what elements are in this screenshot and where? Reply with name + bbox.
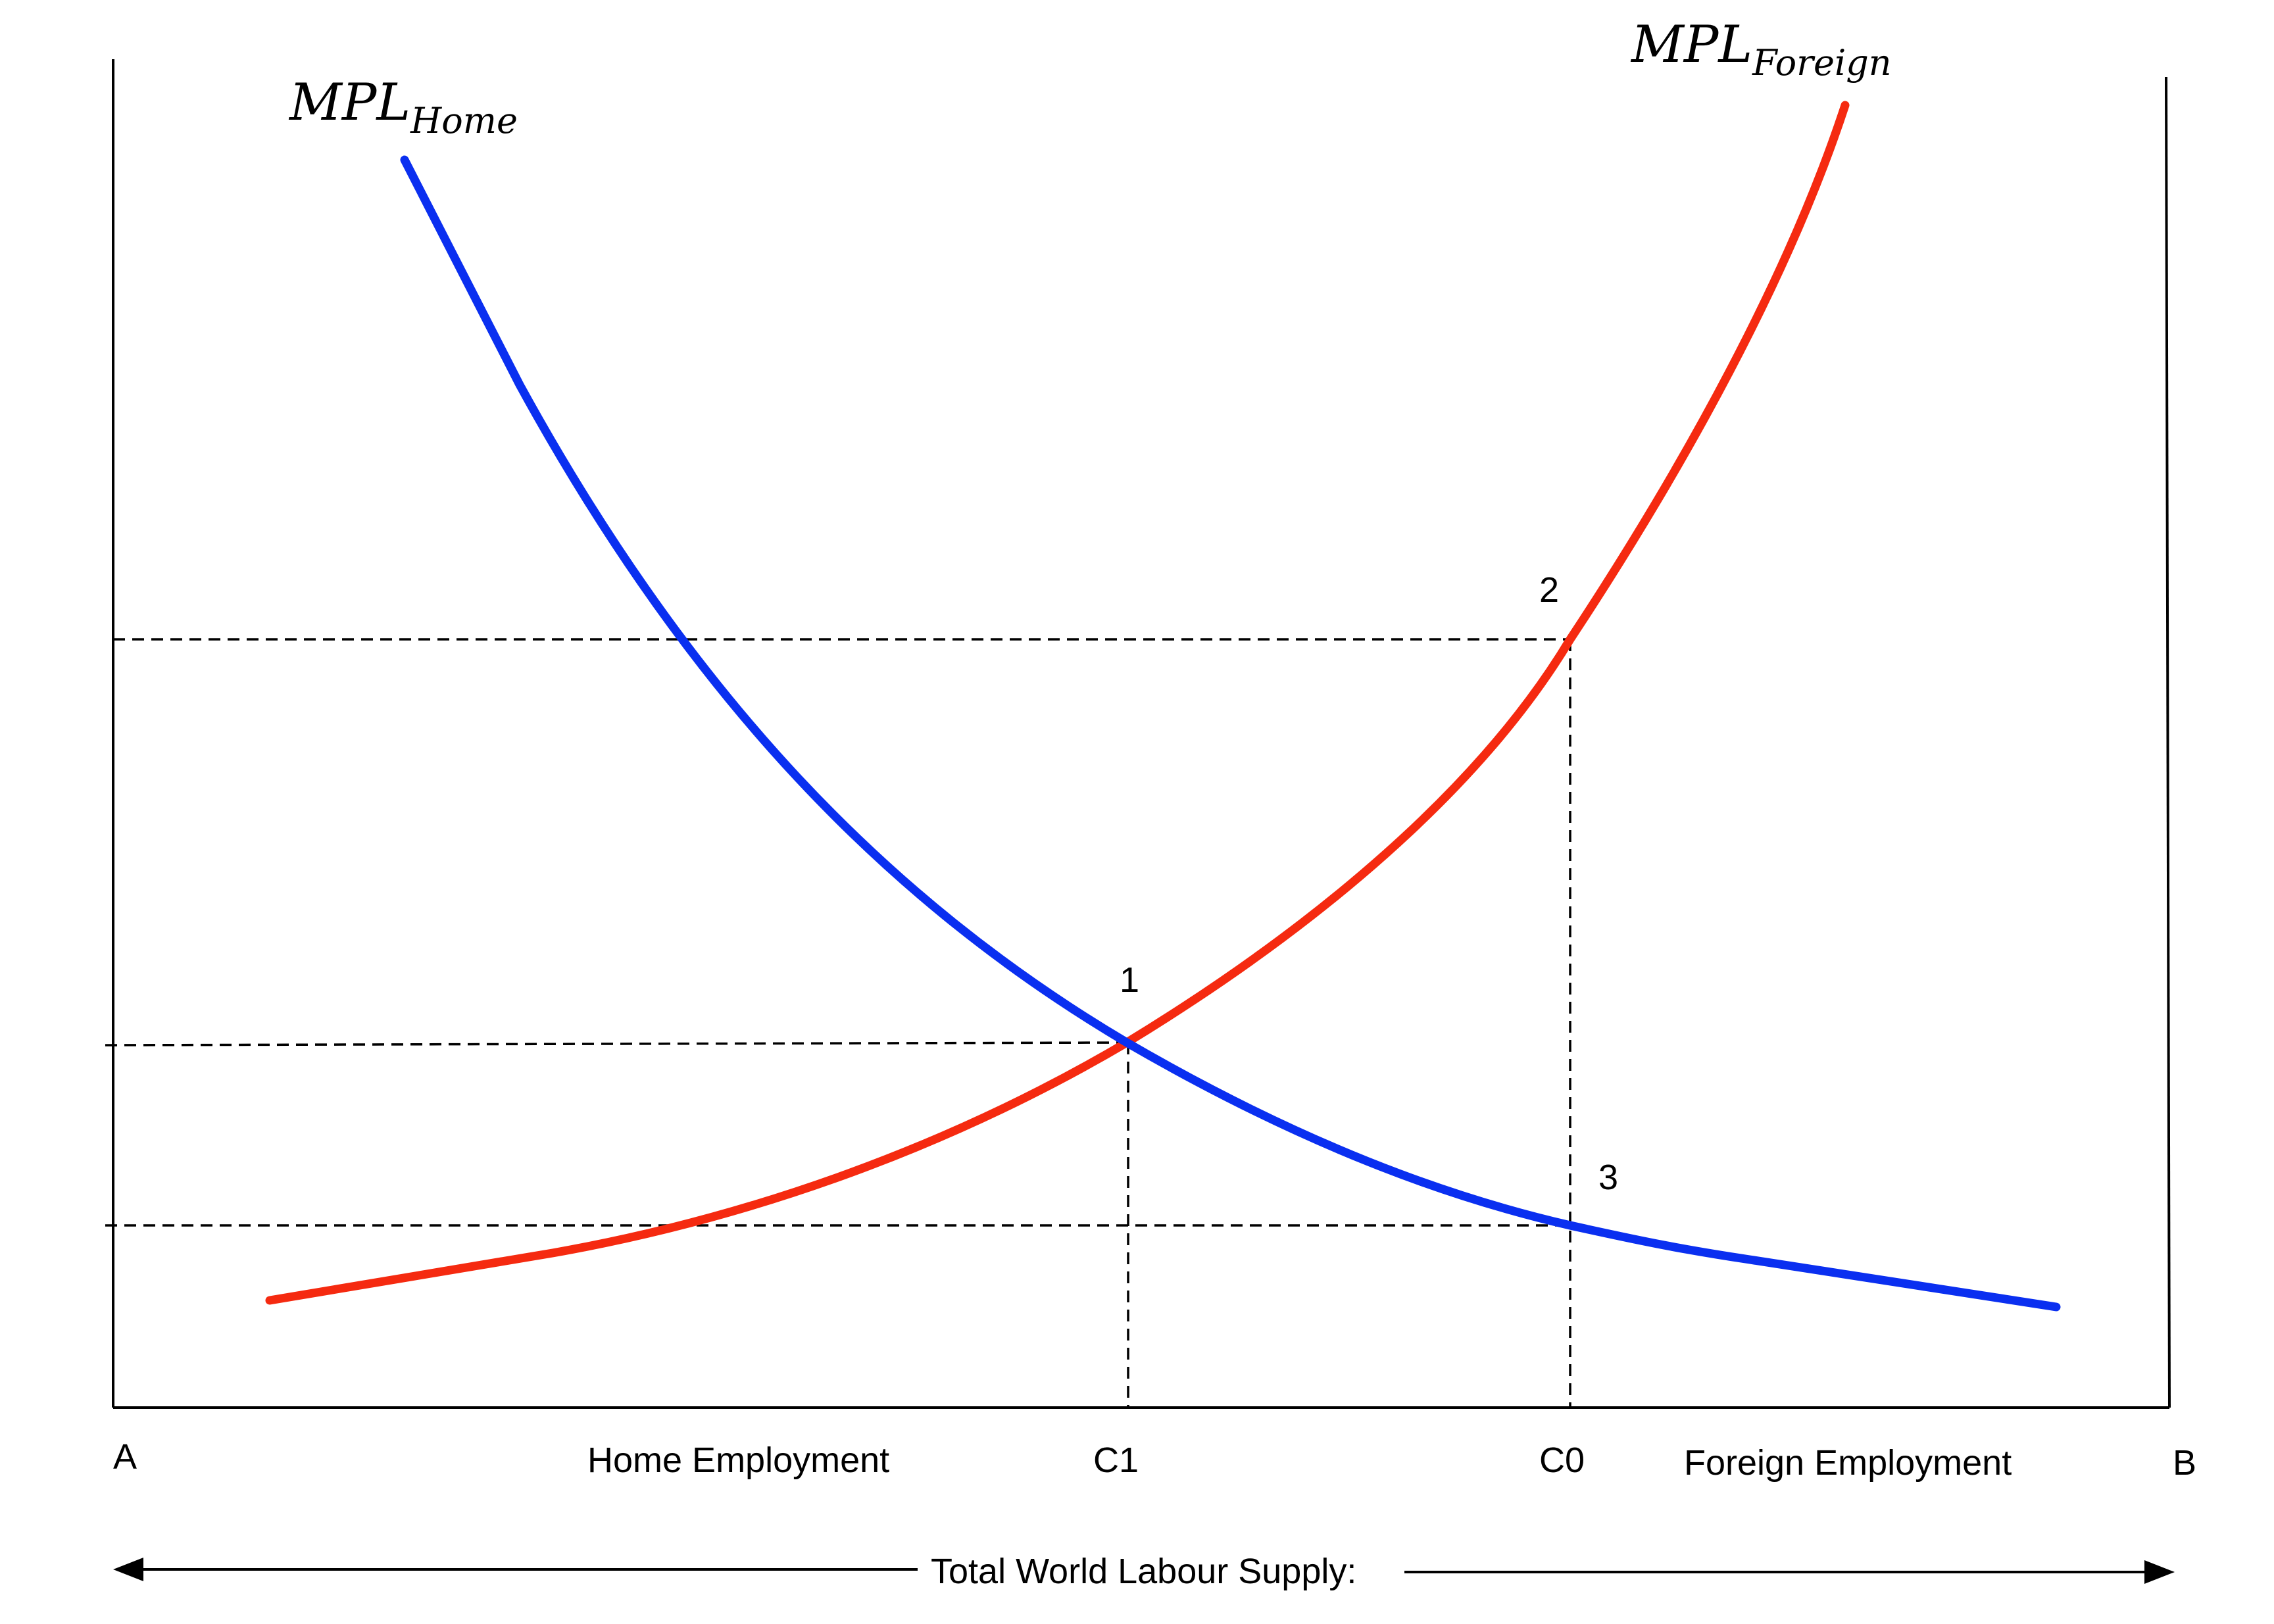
mpl-foreign-curve: [265, 101, 1850, 1305]
foreign-employment-label: Foreign Employment: [1684, 1443, 2012, 1483]
point-label-1: 1: [1120, 960, 1139, 1000]
total-supply-arrowhead-right: [2144, 1560, 2175, 1584]
c1-label: C1: [1093, 1440, 1139, 1480]
home-employment-label: Home Employment: [587, 1440, 889, 1480]
total-supply-arrowhead-left: [113, 1558, 143, 1581]
c0-label: C0: [1539, 1440, 1585, 1480]
mpl-foreign-label: MPLForeign: [1630, 15, 1892, 84]
total-world-labour-supply-label: Total World Labour Supply:: [931, 1552, 1356, 1591]
point-label-3: 3: [1598, 1158, 1618, 1197]
mpl-foreign-label-subscript: Foreign: [1752, 42, 1891, 84]
mpl-home-label-subscript: Home: [410, 100, 518, 141]
point-label-2: 2: [1539, 570, 1559, 610]
origin-a-label: A: [113, 1437, 137, 1477]
mpl-foreign-label-main: MPL: [1630, 15, 1752, 74]
right-axis: [2165, 76, 2171, 1408]
mpl-home-label-main: MPL: [288, 73, 410, 132]
guide-line-level-1: [105, 1041, 1127, 1046]
mpl-home-label: MPLHome: [288, 73, 518, 141]
origin-b-label: B: [2173, 1443, 2196, 1483]
mpl-home-curve: [400, 155, 2061, 1312]
